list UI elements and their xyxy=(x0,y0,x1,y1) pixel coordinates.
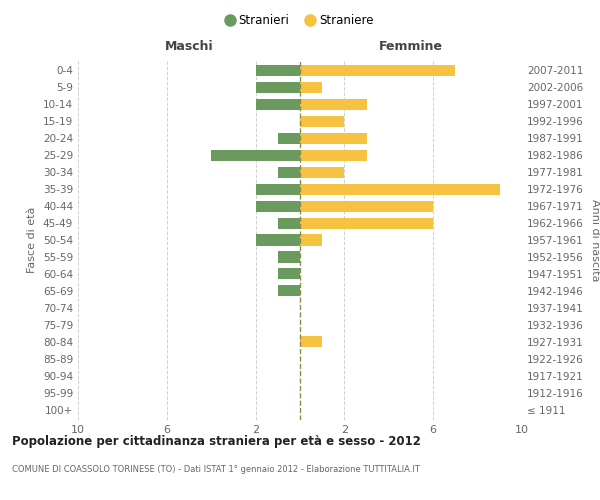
Bar xyxy=(300,132,367,143)
Bar xyxy=(211,150,300,160)
Bar xyxy=(300,166,344,177)
Bar xyxy=(278,132,300,143)
Bar xyxy=(278,268,300,280)
Text: Femmine: Femmine xyxy=(379,40,443,53)
Bar xyxy=(256,64,300,76)
Bar xyxy=(278,252,300,262)
Text: COMUNE DI COASSOLO TORINESE (TO) - Dati ISTAT 1° gennaio 2012 - Elaborazione TUT: COMUNE DI COASSOLO TORINESE (TO) - Dati … xyxy=(12,465,420,474)
Y-axis label: Fasce di età: Fasce di età xyxy=(28,207,37,273)
Bar xyxy=(278,166,300,177)
Bar xyxy=(300,116,344,126)
Bar xyxy=(300,64,455,76)
Bar xyxy=(300,218,433,228)
Bar xyxy=(278,218,300,228)
Bar xyxy=(300,336,322,347)
Bar xyxy=(256,98,300,110)
Bar xyxy=(300,150,367,160)
Legend: Stranieri, Straniere: Stranieri, Straniere xyxy=(223,11,377,31)
Bar xyxy=(278,286,300,296)
Bar xyxy=(300,184,500,194)
Text: Maschi: Maschi xyxy=(164,40,214,53)
Y-axis label: Anni di nascita: Anni di nascita xyxy=(590,198,600,281)
Bar xyxy=(300,98,367,110)
Bar xyxy=(256,184,300,194)
Bar xyxy=(300,234,322,246)
Bar xyxy=(300,82,322,92)
Bar xyxy=(300,200,433,211)
Bar xyxy=(256,234,300,246)
Text: Popolazione per cittadinanza straniera per età e sesso - 2012: Popolazione per cittadinanza straniera p… xyxy=(12,435,421,448)
Bar xyxy=(256,82,300,92)
Bar xyxy=(256,200,300,211)
